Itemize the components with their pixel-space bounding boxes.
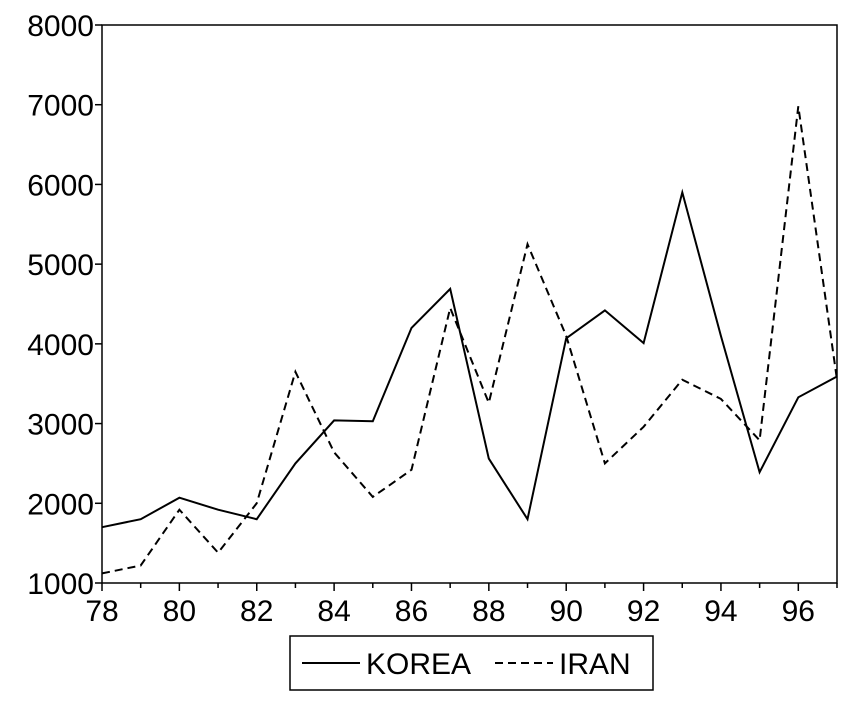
x-tick-label: 84 xyxy=(317,595,350,628)
series-line-iran xyxy=(101,106,838,575)
x-tick-label: 90 xyxy=(550,595,583,628)
series-line-korea xyxy=(101,188,838,529)
y-tick-label: 2000 xyxy=(27,488,94,521)
y-tick-label: 1000 xyxy=(27,568,94,601)
legend-label-korea: KOREA xyxy=(366,648,471,681)
plot-frame xyxy=(101,24,838,584)
x-tick-label: 82 xyxy=(240,595,273,628)
x-tick-label: 80 xyxy=(163,595,196,628)
y-axis-ticks: 1000 2000 3000 4000 5000 6000 7000 8000 xyxy=(27,10,102,601)
y-tick-label: 8000 xyxy=(27,10,94,43)
x-tick-label: 88 xyxy=(472,595,505,628)
x-axis-ticks: 78 80 82 84 86 88 90 92 94 96 xyxy=(85,583,838,628)
legend: KOREA IRAN xyxy=(289,635,654,691)
x-tick-label: 96 xyxy=(782,595,815,628)
y-tick-label: 3000 xyxy=(27,409,94,442)
y-tick-label: 6000 xyxy=(27,169,94,202)
x-tick-label: 94 xyxy=(704,595,737,628)
x-tick-label: 78 xyxy=(85,595,118,628)
y-tick-label: 5000 xyxy=(27,249,94,282)
x-tick-label: 86 xyxy=(395,595,428,628)
y-tick-label: 4000 xyxy=(27,329,94,362)
legend-label-iran: IRAN xyxy=(559,648,631,681)
series-layer xyxy=(101,106,838,575)
y-tick-label: 7000 xyxy=(27,90,94,123)
x-tick-label: 92 xyxy=(627,595,660,628)
